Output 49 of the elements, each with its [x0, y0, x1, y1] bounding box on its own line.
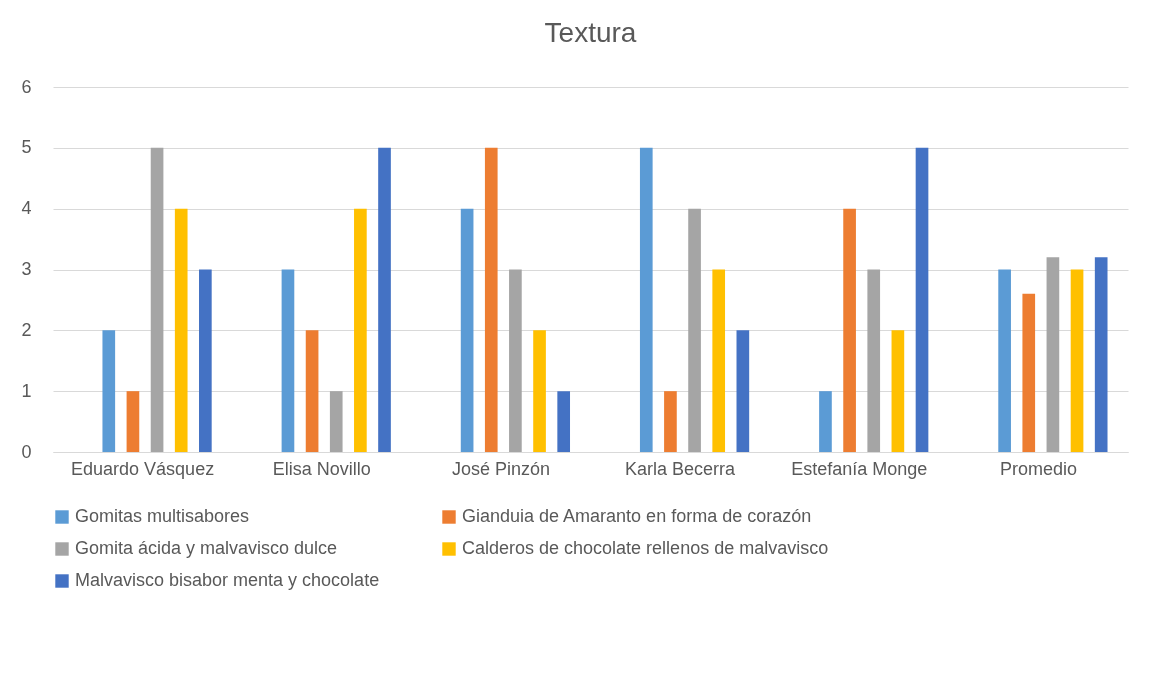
chart-title: Textura — [544, 17, 637, 48]
bar — [484, 147, 498, 452]
x-tick-label: Karla Becerra — [625, 458, 737, 479]
y-tick-label: 6 — [21, 76, 32, 97]
bar — [354, 208, 367, 452]
bar — [867, 269, 881, 452]
y-tick-label: 4 — [21, 198, 32, 219]
bar — [998, 269, 1011, 452]
x-tick-label: Eduardo Vásquez — [71, 458, 215, 479]
x-tick-label: Elisa Novillo — [272, 458, 371, 479]
bar — [102, 330, 116, 452]
bar — [1070, 269, 1084, 452]
x-tick-label: José Pinzón — [451, 458, 550, 479]
bar — [712, 269, 726, 452]
legend-label: Gianduia de Amaranto en forma de corazón — [462, 506, 812, 526]
legend-label: Gomita ácida y malvavisco dulce — [75, 538, 338, 558]
bar — [664, 391, 677, 452]
bar — [1022, 293, 1036, 452]
bar — [281, 269, 295, 452]
x-tick-label: Promedio — [999, 458, 1077, 479]
legend-label: Calderos de chocolate rellenos de malvavisco — [462, 538, 829, 558]
bar — [329, 391, 343, 452]
bar — [509, 269, 522, 452]
bar — [915, 147, 929, 452]
bar — [174, 208, 188, 452]
bar — [736, 330, 750, 452]
bar — [819, 391, 832, 452]
y-tick-label: 3 — [21, 259, 32, 279]
bar — [305, 330, 319, 452]
y-tick-label: 2 — [21, 319, 32, 340]
bar — [1094, 257, 1108, 452]
bar — [199, 269, 212, 452]
y-tick-label: 1 — [21, 380, 32, 401]
legend-label: Gomitas multisabores — [75, 506, 250, 526]
legend-label: Malvavisco bisabor menta y chocolate — [75, 570, 380, 590]
bar — [460, 208, 474, 452]
bar — [639, 147, 653, 452]
bar — [891, 330, 905, 452]
y-tick-label: 5 — [21, 137, 32, 158]
bar — [126, 391, 140, 452]
y-tick-label: 0 — [21, 441, 32, 462]
x-tick-label: Estefanía Monge — [791, 458, 928, 479]
bar — [557, 391, 571, 452]
bar — [1046, 257, 1060, 452]
bar — [688, 208, 701, 452]
bar — [378, 147, 391, 452]
bar — [150, 147, 164, 452]
bar — [843, 208, 856, 452]
bar — [533, 330, 546, 452]
